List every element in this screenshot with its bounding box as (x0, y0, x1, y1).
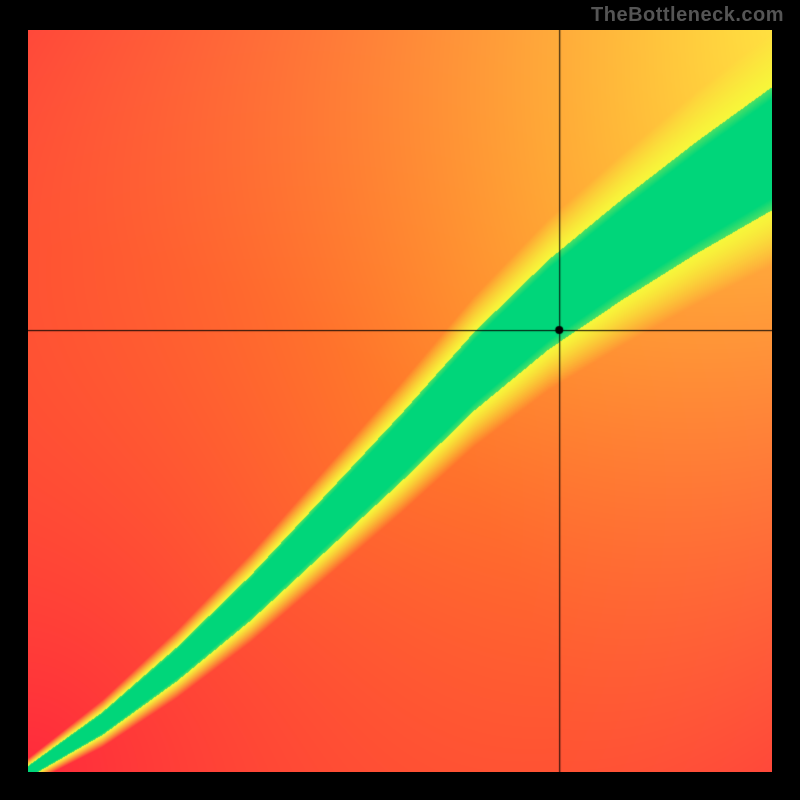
watermark-text: TheBottleneck.com (591, 4, 784, 27)
bottleneck-heatmap (28, 30, 772, 772)
